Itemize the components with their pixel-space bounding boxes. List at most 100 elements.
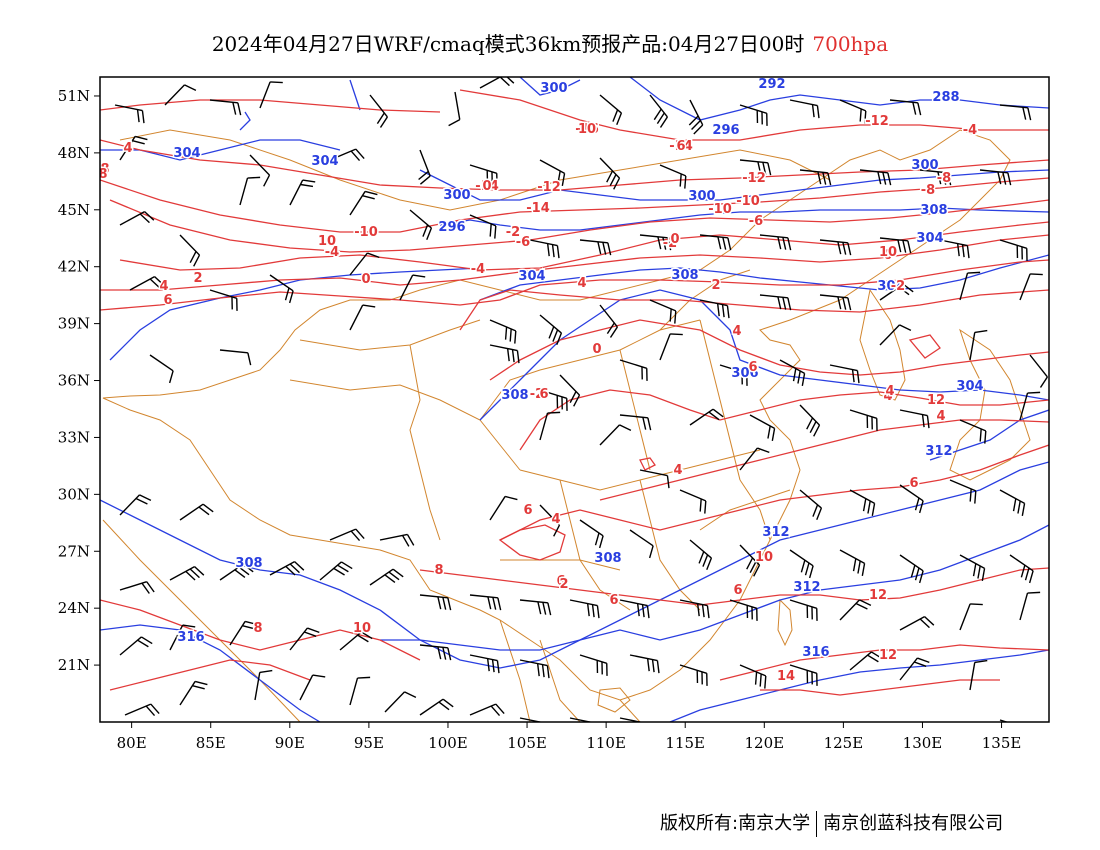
wind-barb-flag	[489, 223, 492, 237]
wind-barb-flag	[392, 568, 404, 578]
wind-barb-staff	[899, 554, 924, 572]
china-border	[102, 129, 1011, 701]
wind-barb-flag	[801, 373, 806, 386]
wind-barb-staff	[369, 94, 388, 118]
wind-barb-flag	[182, 624, 196, 628]
wind-barb-flag	[787, 297, 792, 311]
wind-barb-staff	[659, 164, 687, 177]
wind-barb-flag	[499, 77, 510, 87]
lat-tick-label: 45N	[58, 201, 90, 219]
temperature-label: -14	[669, 139, 693, 154]
title-main: 2024年04月27日WRF/cmaq模式36km预报产品:04月27日00时	[211, 32, 805, 56]
wind-barb-flag	[285, 565, 296, 576]
wind-barb-flag	[492, 597, 497, 610]
wind-barb-flag	[782, 237, 787, 250]
isotherm	[100, 177, 1049, 233]
wind-barb-flag	[242, 624, 255, 630]
wind-barb-staff	[454, 91, 461, 120]
province-line	[500, 559, 621, 571]
wind-barb-flag	[816, 507, 823, 521]
wind-barb-flag	[367, 252, 380, 259]
geopotential-label: 300	[911, 158, 938, 173]
wind-barb-flag	[871, 503, 876, 516]
wind-barb-flag	[867, 654, 879, 663]
wind-barb-flag	[189, 568, 200, 579]
wind-barb-staff	[219, 349, 248, 354]
wind-barb-flag	[762, 162, 767, 175]
wind-barb-staff	[959, 603, 971, 631]
wind-barb-staff	[849, 489, 875, 505]
wind-barb-flag	[609, 326, 618, 338]
temperature-label: -2	[663, 236, 677, 251]
wind-barb-flag	[232, 102, 237, 115]
wind-barb-flag	[921, 414, 925, 428]
wind-barb-staff	[839, 549, 865, 565]
lat-tick-label: 42N	[58, 258, 90, 276]
temperature-label: -8	[921, 183, 935, 198]
wind-barb-flag	[442, 698, 454, 708]
wind-barb-flag	[746, 557, 754, 570]
wind-barb-flag	[974, 329, 988, 334]
wind-barb-staff	[349, 191, 366, 216]
wind-barb-staff	[879, 324, 901, 346]
wind-barb-flag	[717, 236, 722, 250]
wind-barb-staff	[489, 496, 506, 521]
wind-barb-flag	[442, 647, 447, 660]
wind-barb-flag	[388, 571, 400, 581]
wind-barb-staff	[969, 332, 976, 361]
wind-barb-flag	[974, 659, 988, 664]
isotherm	[109, 659, 311, 691]
wind-barb-flag	[704, 500, 707, 514]
wind-barb-flag	[981, 568, 986, 581]
korea-outline	[859, 288, 906, 401]
wind-barb-flag	[509, 328, 512, 342]
wind-barb-staff	[529, 239, 558, 247]
isotherm	[760, 679, 1000, 696]
wind-barb-flag	[447, 647, 452, 661]
wind-barb-flag	[970, 603, 983, 606]
wind-barb-flag	[556, 332, 563, 346]
wind-barb-flag	[842, 242, 847, 255]
plot-frame	[99, 76, 1050, 723]
wind-barb-flag	[506, 348, 510, 362]
wind-barb-staff	[539, 159, 565, 175]
wind-barb-flag	[691, 120, 701, 130]
wind-barb-flag	[497, 597, 502, 611]
wind-barb-flag	[851, 369, 855, 383]
wind-barb-flag	[379, 116, 388, 128]
wind-barb-staff	[1019, 273, 1031, 301]
wind-barb-flag	[238, 566, 250, 576]
wind-barb-staff	[169, 624, 184, 651]
wind-barb-flag	[656, 660, 660, 674]
wind-barb-staff	[799, 489, 822, 509]
geopotential-label: 304	[518, 269, 545, 284]
wind-barb-flag	[837, 296, 842, 310]
wind-barb-staff	[289, 179, 304, 206]
wind-barb-flag	[861, 563, 866, 576]
temperature-label: 6	[556, 574, 565, 589]
wind-barb-flag	[150, 703, 160, 715]
wind-barb-staff	[399, 274, 414, 301]
wind-barb-flag	[857, 560, 861, 574]
wind-barb-flag	[1027, 391, 1041, 394]
wind-barb-flag	[300, 183, 314, 188]
wind-barb-staff	[169, 565, 195, 581]
wind-barb-flag	[926, 415, 930, 429]
wind-barb-flag	[918, 570, 924, 584]
wind-barb-flag	[341, 561, 353, 570]
temperature-label: 4	[577, 276, 586, 291]
wind-barb-flag	[619, 424, 632, 432]
temperature-label: -14	[526, 201, 550, 216]
wind-barb-flag	[616, 112, 623, 126]
wind-barb-flag	[777, 296, 782, 310]
wind-barb-flag	[355, 528, 365, 540]
wind-barb-flag	[656, 112, 665, 124]
wind-barb-flag	[977, 565, 981, 579]
wind-barb-flag	[636, 603, 640, 617]
wind-barb-flag	[137, 639, 149, 648]
wind-barb-flag	[716, 303, 720, 317]
wind-barb-staff	[369, 568, 394, 586]
wind-barb-staff	[619, 414, 648, 419]
wind-barb-flag	[141, 582, 150, 594]
geopotential-label: 304	[956, 379, 983, 394]
